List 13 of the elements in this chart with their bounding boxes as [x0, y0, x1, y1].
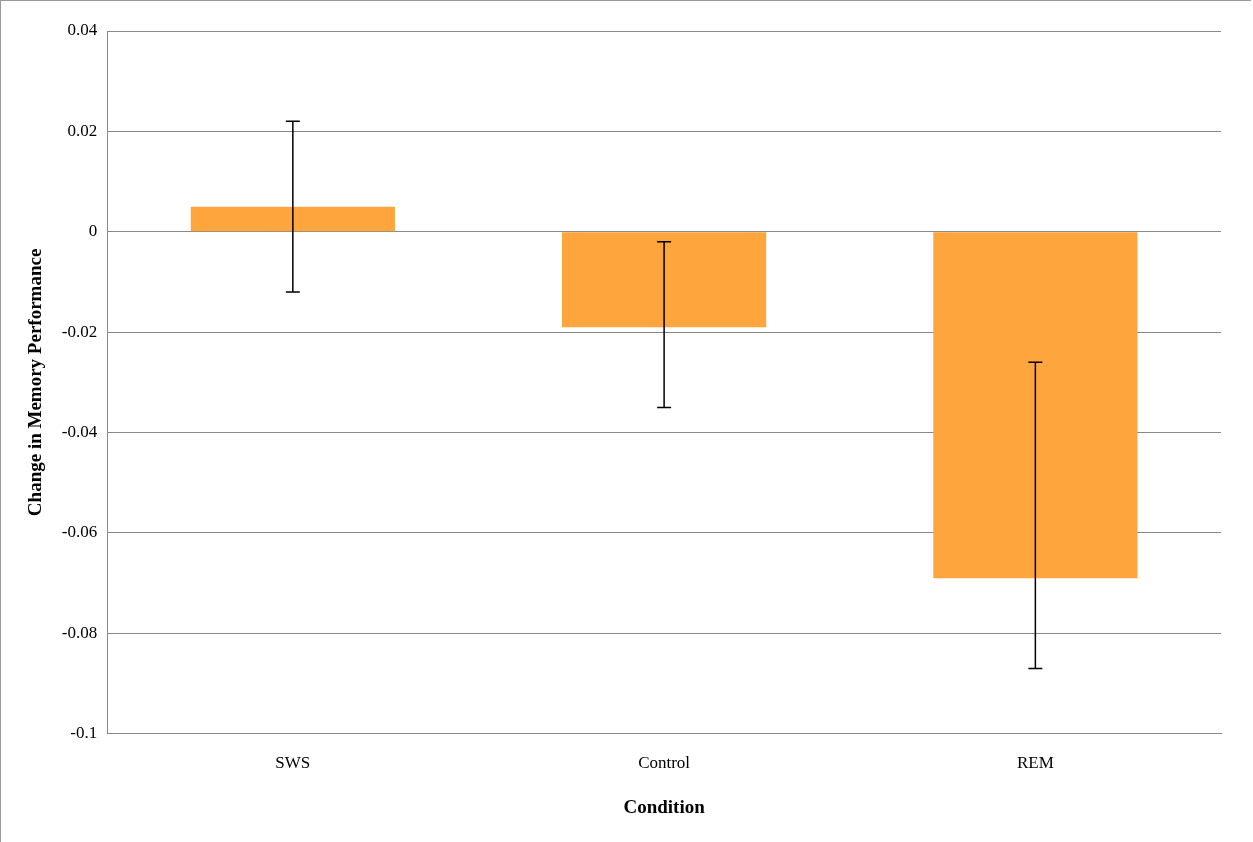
- x-tick-label: REM: [1016, 753, 1054, 773]
- y-tick-label: -0.1: [70, 723, 98, 743]
- y-tick-label: 0.02: [67, 120, 98, 140]
- y-tick-label: 0: [88, 221, 98, 241]
- y-tick-label: -0.06: [61, 522, 98, 542]
- y-tick-label: -0.08: [61, 622, 98, 642]
- y-tick-label: -0.04: [61, 422, 98, 442]
- x-axis-title: Condition: [623, 795, 706, 817]
- y-axis-title: Change in Memory Performance: [24, 248, 46, 517]
- y-tick-label: -0.02: [61, 321, 98, 341]
- x-tick-label: SWS: [275, 753, 311, 773]
- x-tick-label: Control: [638, 753, 691, 773]
- y-tick-label: 0.04: [67, 20, 98, 40]
